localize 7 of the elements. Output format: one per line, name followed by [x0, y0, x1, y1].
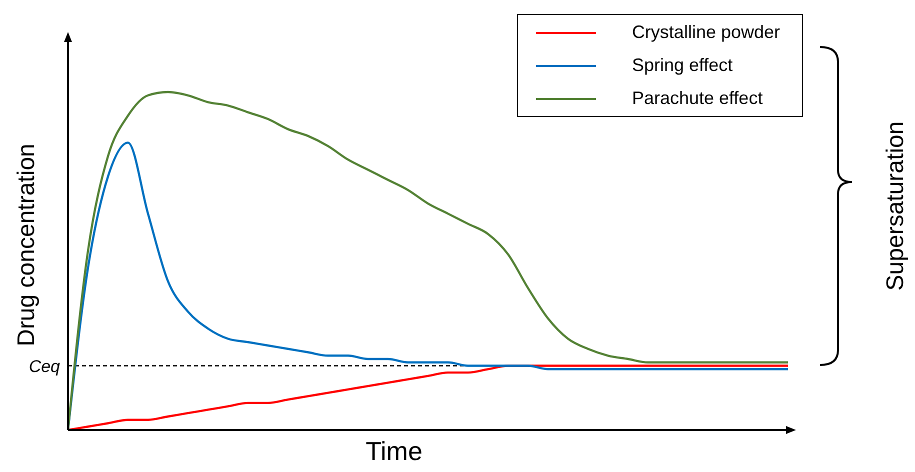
x-axis-title: Time	[366, 436, 422, 466]
text: Supersaturation	[882, 121, 909, 291]
ref-line-label: Ceq	[28, 356, 61, 376]
legend-label: Spring effect	[632, 55, 733, 76]
legend-label: Parachute effect	[632, 88, 763, 109]
y-axis-title: Drug concentration	[13, 144, 40, 346]
legend-label: Crystalline powder	[632, 22, 780, 43]
